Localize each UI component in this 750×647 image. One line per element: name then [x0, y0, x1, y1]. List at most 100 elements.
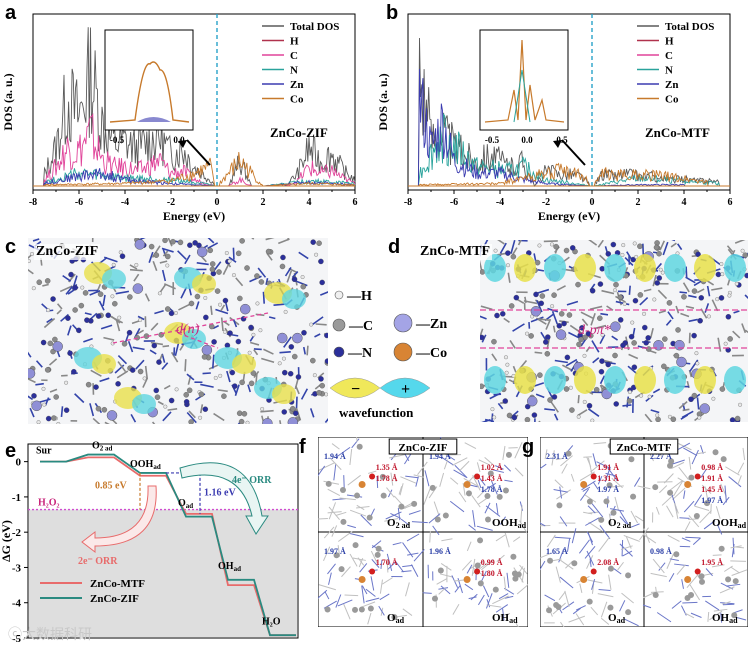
- bond: [682, 601, 698, 604]
- atom: [82, 290, 89, 296]
- atom: [203, 296, 208, 300]
- atom: [667, 414, 672, 419]
- bond: [560, 621, 565, 627]
- orbital-lobe: [724, 366, 746, 394]
- bond: [583, 456, 592, 458]
- atom: [46, 308, 51, 313]
- zn-node: [239, 303, 251, 315]
- atom: [563, 247, 570, 254]
- bond: [496, 554, 505, 563]
- step-sub: ad: [234, 565, 242, 573]
- atom: [36, 279, 43, 286]
- x-tick-label: -6: [450, 197, 458, 208]
- atom: [727, 336, 733, 342]
- atom: [697, 318, 703, 324]
- zn-node: [653, 340, 664, 351]
- bond-length: 1.95 Å: [701, 558, 723, 567]
- bond: [228, 256, 237, 263]
- atom: [634, 255, 639, 259]
- atom: [366, 514, 373, 521]
- bond: [673, 480, 684, 497]
- atom-legend-h-icon: [334, 290, 344, 300]
- bond: [386, 559, 389, 573]
- bond: [680, 312, 690, 318]
- zn-node: [262, 418, 273, 424]
- bond: [468, 524, 476, 531]
- bond: [592, 357, 600, 364]
- bond: [650, 409, 660, 414]
- bond: [666, 554, 674, 569]
- x-tick-label: 6: [353, 197, 358, 208]
- bond: [652, 274, 657, 287]
- atom: [579, 325, 585, 331]
- bond: [253, 370, 260, 378]
- bond: [89, 403, 95, 417]
- o-atom: [369, 568, 376, 575]
- dos-series-n: [417, 112, 730, 187]
- bond: [154, 310, 164, 315]
- bond: [679, 517, 690, 519]
- bond: [56, 303, 63, 310]
- atom: [625, 572, 632, 579]
- bond: [352, 557, 366, 561]
- bond: [627, 365, 638, 375]
- bond: [382, 577, 393, 585]
- bond: [558, 591, 566, 601]
- bond: [556, 285, 566, 291]
- bond: [318, 462, 335, 471]
- atom: [639, 393, 644, 398]
- adsorbate-label: OOHad: [712, 517, 747, 530]
- bond: [335, 511, 347, 516]
- bond: [587, 579, 603, 584]
- atom: [183, 399, 190, 405]
- bond: [657, 289, 668, 300]
- bond: [32, 238, 40, 242]
- bond: [588, 521, 603, 532]
- orbital-lobe: [664, 254, 686, 282]
- bond: [356, 505, 370, 509]
- bond: [247, 384, 252, 393]
- bond: [642, 592, 655, 599]
- atom: [231, 273, 236, 278]
- bond: [623, 618, 639, 627]
- atom: [484, 493, 491, 500]
- bond: [626, 251, 633, 260]
- bond-length: 1.70 Å: [376, 558, 398, 567]
- bond: [558, 548, 565, 563]
- bond: [167, 408, 178, 411]
- bond: [565, 358, 578, 367]
- bond: [691, 449, 699, 465]
- atom: [198, 415, 203, 420]
- bond: [302, 346, 306, 355]
- o-atom: [474, 568, 481, 575]
- bond: [566, 300, 579, 306]
- bond: [28, 395, 34, 401]
- atom: [162, 238, 168, 244]
- zn-node: [674, 339, 685, 351]
- bond: [72, 275, 78, 288]
- bond: [485, 505, 501, 517]
- bond: [393, 473, 397, 482]
- bond: [159, 260, 168, 264]
- atom: [84, 317, 90, 323]
- atom: [704, 500, 711, 507]
- bond: [323, 546, 331, 562]
- panel-g-structures: 2.31 Å 1.91 Å 1.31 Å 1.97 Å O2 ad 2.27 Å 0.98 …: [540, 437, 748, 627]
- atom: [586, 498, 593, 505]
- atom: [437, 567, 444, 574]
- atom: [496, 493, 503, 500]
- panel-f-structures: 1.94 Å 1.35 Å 1.78 Å O2 ad 1.94 Å 1.02 Å 1.43 …: [318, 437, 528, 627]
- atom: [101, 407, 108, 413]
- bond: [608, 574, 612, 590]
- zn-node: [530, 306, 542, 317]
- atom: [224, 251, 229, 255]
- bond: [117, 354, 128, 365]
- dos-series-n: [42, 168, 356, 187]
- bond: [144, 293, 150, 302]
- atom: [214, 288, 221, 294]
- bond: [705, 568, 713, 577]
- atom: [129, 367, 136, 373]
- bond: [429, 530, 431, 543]
- bond-length: 2.31 Å: [546, 452, 568, 461]
- orbital-lobe: [604, 254, 626, 282]
